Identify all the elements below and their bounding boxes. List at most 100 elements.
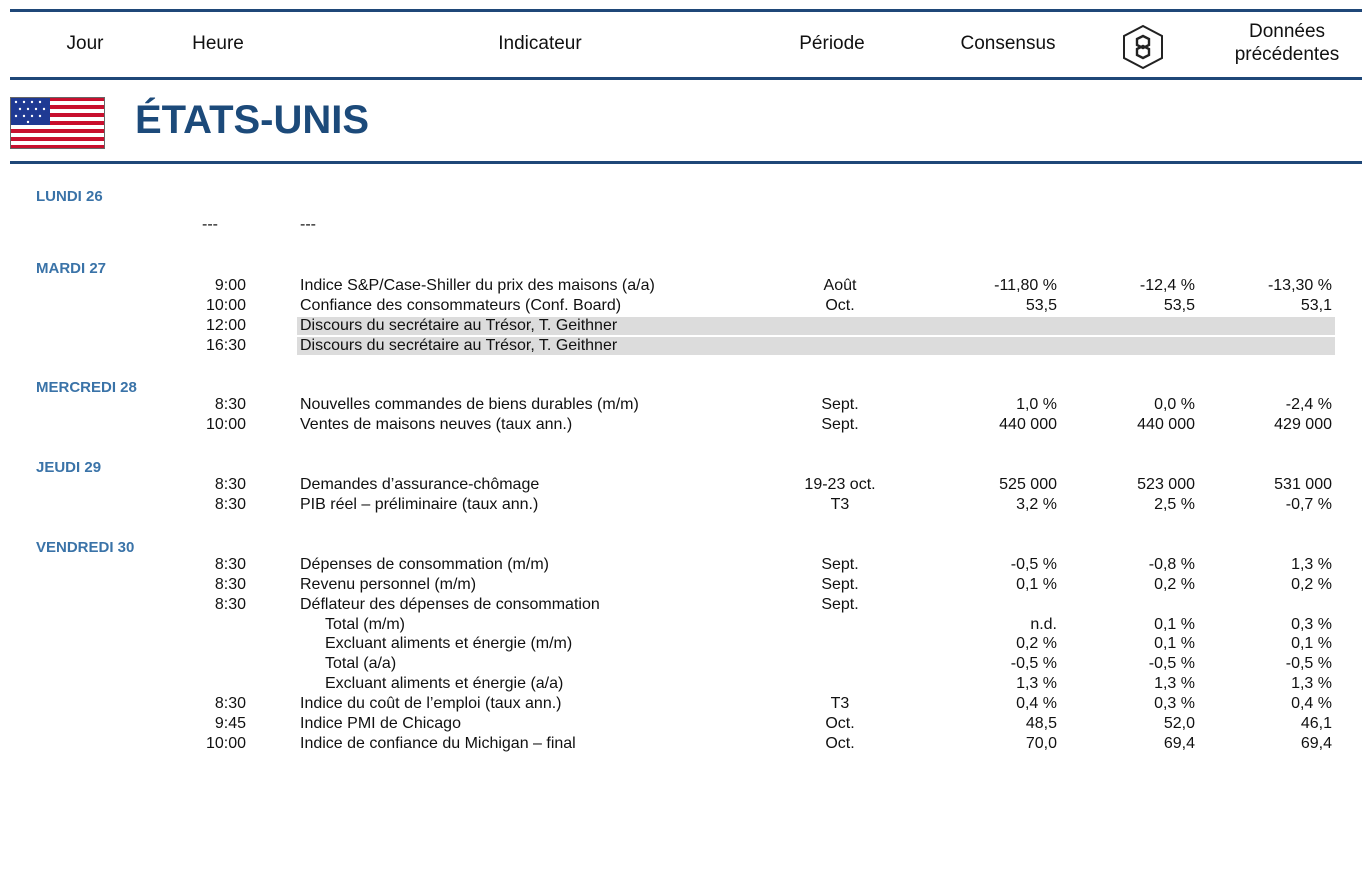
indicator: Nouvelles commandes de biens durables (m… xyxy=(300,396,639,413)
forecast: 69,4 xyxy=(1163,734,1195,752)
consensus: 0,4 % xyxy=(1016,694,1057,712)
consensus: 3,2 % xyxy=(1016,495,1057,513)
indicator: Dépenses de consommation (m/m) xyxy=(300,556,549,573)
period: Sept. xyxy=(821,556,859,573)
period: T3 xyxy=(830,694,850,712)
time: 16:30 xyxy=(205,336,246,354)
indicator: Indice de confiance du Michigan – final xyxy=(300,734,576,752)
forecast: 0,2 % xyxy=(1154,575,1195,593)
consensus: -0,5 % xyxy=(1010,655,1057,673)
previous: 0,3 % xyxy=(1291,615,1332,633)
forecast: 0,3 % xyxy=(1154,694,1195,712)
previous: 0,4 % xyxy=(1291,694,1332,712)
time: 8:30 xyxy=(214,495,246,513)
consensus: 440 000 xyxy=(999,415,1057,433)
consensus: 48,5 xyxy=(1025,714,1057,732)
forecast-icon xyxy=(1123,24,1163,70)
indicator: Excluant aliments et énergie (m/m) xyxy=(325,635,573,653)
period: Oct. xyxy=(825,734,855,752)
period: Oct. xyxy=(825,714,855,732)
time: 8:30 xyxy=(214,694,246,712)
forecast: -0,8 % xyxy=(1148,556,1195,573)
indicator: Indice PMI de Chicago xyxy=(300,714,461,732)
previous: 429 000 xyxy=(1274,415,1332,433)
time: 10:00 xyxy=(205,296,246,314)
forecast: -12,4 % xyxy=(1139,277,1195,294)
time: 8:30 xyxy=(214,476,246,493)
day-label: MARDI 27 xyxy=(36,260,107,277)
time: 9:45 xyxy=(214,714,246,732)
highlight-bar xyxy=(297,336,1335,355)
column-header: Jour xyxy=(66,33,104,54)
forecast: 2,5 % xyxy=(1154,495,1195,513)
indicator: Total (m/m) xyxy=(325,615,405,633)
indicator: Indice S&P/Case-Shiller du prix des mais… xyxy=(300,277,655,294)
previous: 46,1 xyxy=(1300,714,1332,732)
previous: -0,7 % xyxy=(1285,495,1332,513)
forecast: 523 000 xyxy=(1137,476,1195,493)
highlight-bar xyxy=(297,316,1335,335)
indicator: Excluant aliments et énergie (a/a) xyxy=(325,675,564,693)
previous: 531 000 xyxy=(1274,476,1332,493)
previous: 69,4 xyxy=(1300,734,1332,752)
previous: -13,30 % xyxy=(1267,277,1332,294)
time: 9:00 xyxy=(214,277,246,294)
header-rule xyxy=(10,77,1362,80)
indicator: Demandes d’assurance-chômage xyxy=(300,476,540,493)
time: 8:30 xyxy=(214,595,246,613)
previous: 53,1 xyxy=(1300,296,1332,314)
previous: 1,3 % xyxy=(1291,675,1332,693)
indicator: Indice du coût de l’emploi (taux ann.) xyxy=(300,694,562,712)
previous: -2,4 % xyxy=(1285,396,1332,413)
top-rule xyxy=(10,9,1362,12)
period: 19-23 oct. xyxy=(804,476,876,493)
forecast: 1,3 % xyxy=(1154,675,1195,693)
consensus: n.d. xyxy=(1030,615,1057,633)
period: Sept. xyxy=(821,575,859,593)
indicator: Discours du secrétaire au Trésor, T. Gei… xyxy=(300,316,618,334)
time: 8:30 xyxy=(214,575,246,593)
period: Sept. xyxy=(821,595,859,613)
time: 10:00 xyxy=(205,734,246,752)
forecast: 52,0 xyxy=(1163,714,1195,732)
day-label: VENDREDI 30 xyxy=(36,539,135,556)
day-label: JEUDI 29 xyxy=(36,459,102,476)
time: --- xyxy=(202,216,218,233)
forecast: 0,0 % xyxy=(1154,396,1195,413)
indicator: Revenu personnel (m/m) xyxy=(300,575,477,593)
us-flag xyxy=(10,97,105,149)
day-label: MERCREDI 28 xyxy=(36,379,137,396)
indicator: Confiance des consommateurs (Conf. Board… xyxy=(300,296,622,314)
consensus: 1,3 % xyxy=(1016,675,1057,693)
forecast: -0,5 % xyxy=(1148,655,1195,673)
consensus: 0,2 % xyxy=(1016,635,1057,653)
day-label: LUNDI 26 xyxy=(36,188,103,205)
time: 8:30 xyxy=(214,396,246,413)
country-title: ÉTATS-UNIS xyxy=(135,98,370,142)
column-header: Indicateur xyxy=(498,33,582,54)
period: Sept. xyxy=(821,396,859,413)
forecast: 0,1 % xyxy=(1154,615,1195,633)
column-header: Heure xyxy=(192,33,244,54)
period: Août xyxy=(823,277,857,294)
time: 10:00 xyxy=(205,415,246,433)
previous: 1,3 % xyxy=(1291,556,1332,573)
consensus: 0,1 % xyxy=(1016,575,1057,593)
period: T3 xyxy=(830,495,850,513)
consensus: 1,0 % xyxy=(1016,396,1057,413)
column-header: Consensus xyxy=(960,33,1056,54)
forecast: 53,5 xyxy=(1163,296,1195,314)
indicator: Total (a/a) xyxy=(325,655,397,673)
consensus: 70,0 xyxy=(1025,734,1057,752)
previous: 0,2 % xyxy=(1291,575,1332,593)
indicator: --- xyxy=(300,216,316,233)
forecast: 0,1 % xyxy=(1154,635,1195,653)
consensus: -0,5 % xyxy=(1010,556,1057,573)
column-header: Données précédentes xyxy=(1234,21,1340,65)
time: 8:30 xyxy=(214,556,246,573)
time: 12:00 xyxy=(205,316,246,334)
previous: 0,1 % xyxy=(1291,635,1332,653)
period: Oct. xyxy=(825,296,855,314)
period: Sept. xyxy=(821,415,859,433)
